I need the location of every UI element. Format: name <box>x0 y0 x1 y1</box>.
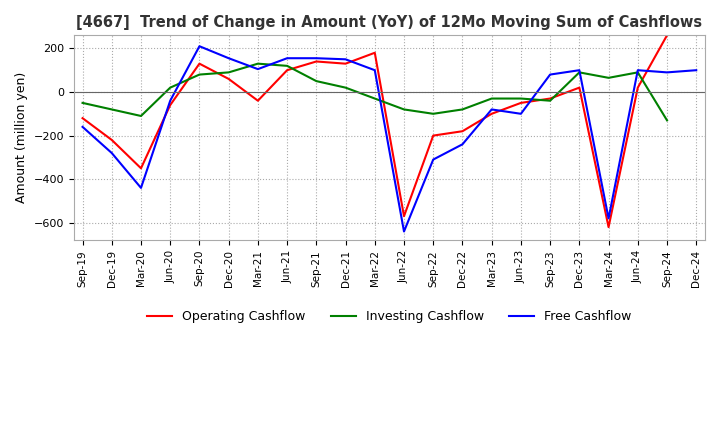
Operating Cashflow <box>458 128 467 134</box>
Line: Free Cashflow: Free Cashflow <box>83 46 696 231</box>
Investing Cashflow <box>487 96 496 101</box>
Free Cashflow <box>487 107 496 112</box>
Investing Cashflow <box>546 98 554 103</box>
Operating Cashflow <box>195 61 204 66</box>
Investing Cashflow <box>195 72 204 77</box>
Title: [4667]  Trend of Change in Amount (YoY) of 12Mo Moving Sum of Cashflows: [4667] Trend of Change in Amount (YoY) o… <box>76 15 703 30</box>
Investing Cashflow <box>400 107 408 112</box>
Operating Cashflow <box>371 50 379 55</box>
Free Cashflow <box>225 55 233 61</box>
Operating Cashflow <box>546 96 554 101</box>
Investing Cashflow <box>78 100 87 106</box>
Investing Cashflow <box>312 78 320 84</box>
Free Cashflow <box>78 124 87 129</box>
Line: Investing Cashflow: Investing Cashflow <box>83 64 667 120</box>
Operating Cashflow <box>166 103 174 108</box>
Investing Cashflow <box>137 114 145 119</box>
Free Cashflow <box>253 66 262 72</box>
Operating Cashflow <box>634 85 642 90</box>
Operating Cashflow <box>575 85 584 90</box>
Free Cashflow <box>195 44 204 49</box>
Free Cashflow <box>283 55 292 61</box>
Investing Cashflow <box>283 63 292 69</box>
Operating Cashflow <box>283 68 292 73</box>
Free Cashflow <box>604 216 613 221</box>
Free Cashflow <box>458 142 467 147</box>
Free Cashflow <box>692 68 701 73</box>
Investing Cashflow <box>107 107 116 112</box>
Operating Cashflow <box>107 137 116 143</box>
Operating Cashflow <box>662 33 671 38</box>
Free Cashflow <box>107 150 116 156</box>
Investing Cashflow <box>225 70 233 75</box>
Free Cashflow <box>166 98 174 103</box>
Free Cashflow <box>400 229 408 234</box>
Investing Cashflow <box>604 75 613 81</box>
Operating Cashflow <box>341 61 350 66</box>
Investing Cashflow <box>634 70 642 75</box>
Free Cashflow <box>137 185 145 191</box>
Operating Cashflow <box>487 111 496 117</box>
Free Cashflow <box>429 157 438 162</box>
Operating Cashflow <box>78 116 87 121</box>
Investing Cashflow <box>253 61 262 66</box>
Operating Cashflow <box>225 76 233 81</box>
Free Cashflow <box>662 70 671 75</box>
Legend: Operating Cashflow, Investing Cashflow, Free Cashflow: Operating Cashflow, Investing Cashflow, … <box>143 305 636 328</box>
Line: Operating Cashflow: Operating Cashflow <box>83 35 667 227</box>
Free Cashflow <box>634 68 642 73</box>
Operating Cashflow <box>253 98 262 103</box>
Investing Cashflow <box>341 85 350 90</box>
Free Cashflow <box>312 55 320 61</box>
Operating Cashflow <box>516 100 525 106</box>
Investing Cashflow <box>458 107 467 112</box>
Operating Cashflow <box>429 133 438 138</box>
Operating Cashflow <box>400 213 408 219</box>
Investing Cashflow <box>662 117 671 123</box>
Y-axis label: Amount (million yen): Amount (million yen) <box>15 72 28 203</box>
Free Cashflow <box>575 68 584 73</box>
Free Cashflow <box>546 72 554 77</box>
Investing Cashflow <box>516 96 525 101</box>
Investing Cashflow <box>371 96 379 101</box>
Investing Cashflow <box>429 111 438 117</box>
Free Cashflow <box>516 111 525 117</box>
Operating Cashflow <box>604 224 613 230</box>
Investing Cashflow <box>575 70 584 75</box>
Operating Cashflow <box>312 59 320 64</box>
Free Cashflow <box>371 68 379 73</box>
Free Cashflow <box>341 57 350 62</box>
Operating Cashflow <box>137 165 145 171</box>
Investing Cashflow <box>166 85 174 90</box>
